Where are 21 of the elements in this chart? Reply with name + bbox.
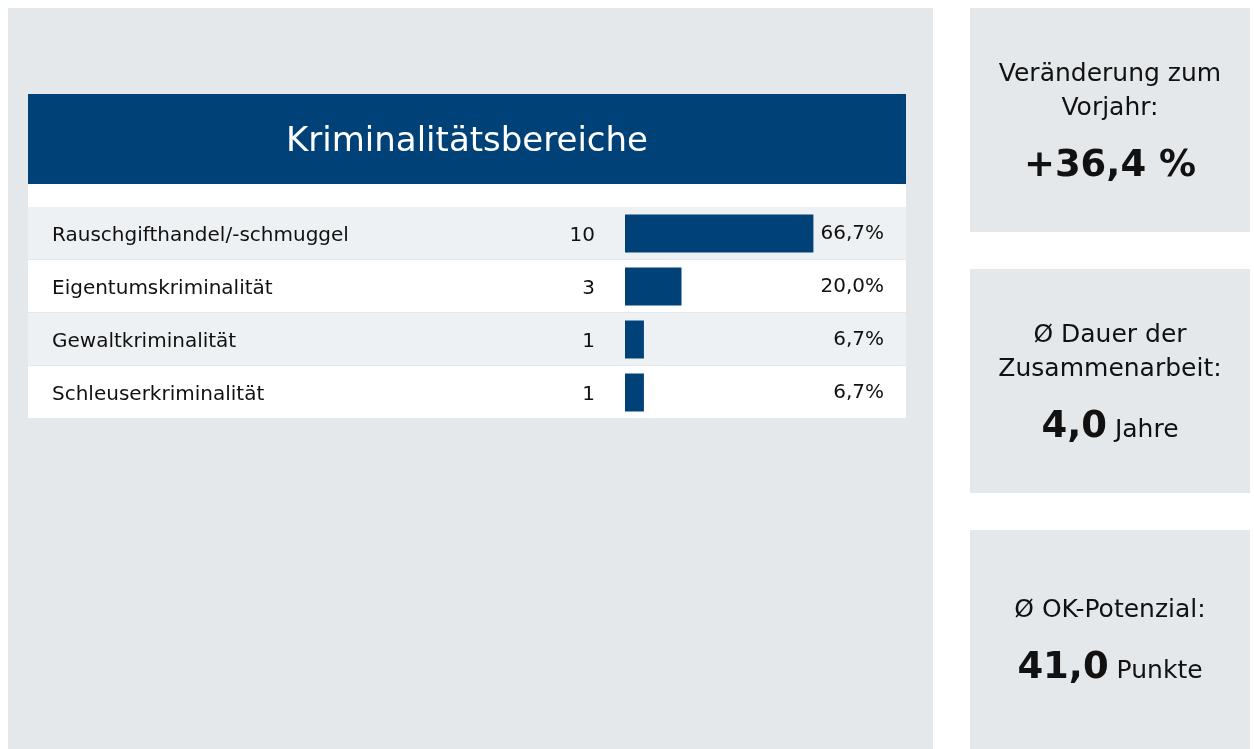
text: Jahre [1114,413,1179,443]
text: 1 [582,380,595,405]
text: Ø OK-Potenzial: [1013,593,1207,625]
y-tick-label: Eigentumskriminalität [52,274,273,299]
text: 3 [582,274,595,299]
text: Ø Dauer der Zusammenarbeit: [997,317,1223,384]
chart-title: Kriminalitätsbereiche [28,94,906,184]
y-tick-label: Rauschgifthandel/-schmuggel [52,221,349,246]
data-label: 66,7% [820,219,885,244]
text: 4,0 [1041,402,1107,446]
text: 1 [582,327,595,352]
text: Veränderung zum Vorjahr: [997,56,1223,123]
data-label: 6,7% [833,378,884,403]
text: 10 [569,221,595,246]
text: +36,4 % [1023,141,1197,185]
data-label: 20,0% [820,272,885,297]
y-tick-label: Schleuserkriminalität [52,380,265,405]
y-tick-label: Gewaltkriminalität [52,327,237,352]
data-label: 6,7% [833,325,884,350]
text: Punkte [1116,655,1203,684]
text: 41,0 [1017,644,1109,687]
